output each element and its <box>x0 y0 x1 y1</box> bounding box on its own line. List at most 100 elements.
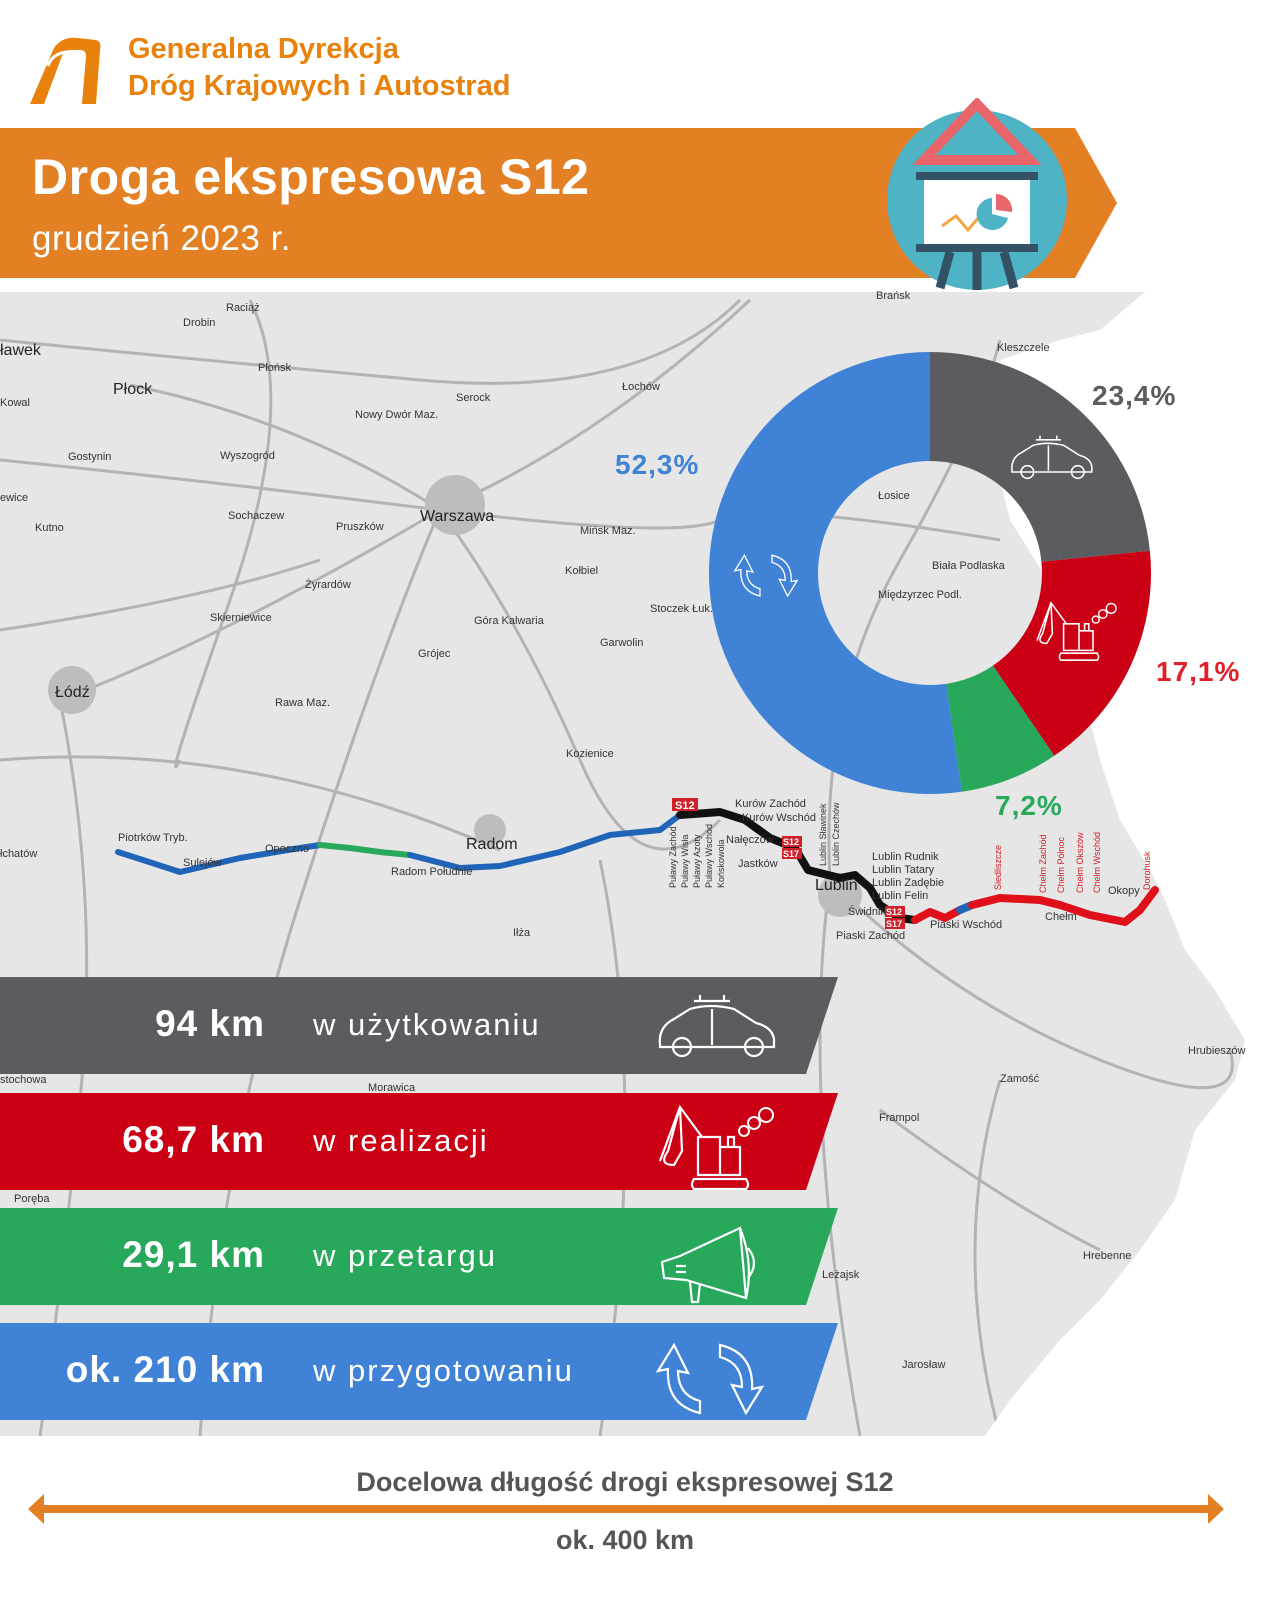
status-km: 68,7 km <box>122 1119 265 1160</box>
map-label: Kozienice <box>566 748 614 760</box>
map-label: Kurów Zachód <box>735 798 806 810</box>
org-name-line2: Dróg Krajowych i Autostrad <box>128 70 511 102</box>
map-label: Lublin Tatary <box>872 864 935 876</box>
map-label: Świdnik <box>848 906 886 918</box>
map-label: Gostynin <box>68 451 112 463</box>
page-title: Droga ekspresowa S12 <box>32 149 590 205</box>
status-km: 29,1 km <box>122 1234 265 1275</box>
map-label: Leżajsk <box>822 1269 860 1281</box>
map-label: Kołbiel <box>565 565 599 577</box>
map-label: Hrubieszów <box>1188 1045 1246 1057</box>
map-label: Piotrków Tryb. <box>118 832 188 844</box>
map-label: Kutno <box>35 522 64 534</box>
map-label: Łochów <box>622 381 660 393</box>
donut-chart <box>709 352 1151 794</box>
map-label: Pruszków <box>336 521 384 533</box>
status-band-in-use: 94 km w użytkowaniu <box>0 977 838 1074</box>
map-label: Sulejów <box>183 857 222 869</box>
route-in-use <box>676 808 919 924</box>
target-length-value: ok. 400 km <box>555 1525 695 1555</box>
donut-slice-0 <box>930 352 1150 562</box>
status-band-in-progress: 68,7 km w realizacji <box>0 1093 838 1190</box>
double-arrow-icon <box>28 1494 1224 1524</box>
map-label: Lublin Felin <box>872 890 929 902</box>
map-label: Mińsk Maz. <box>580 525 636 537</box>
map-label: Warszawa <box>420 508 495 525</box>
pct-tender: 7,2% <box>995 790 1063 821</box>
org-name-line1: Generalna Dyrekcja <box>128 33 399 65</box>
map-label: Grójec <box>418 648 451 660</box>
badge-s12: S12 <box>675 800 695 812</box>
road-badges: S12 S12 S17 S12 S17 <box>672 798 905 929</box>
status-label: w użytkowaniu <box>313 1007 541 1042</box>
status-band-tender: 29,1 km w przetargu <box>0 1208 838 1305</box>
map-label: Lublin Rudnik <box>872 851 939 863</box>
refresh-icon <box>645 1333 785 1423</box>
map-label: Płońsk <box>258 362 292 374</box>
title-banner <box>0 128 1117 278</box>
map-label: Frampol <box>879 1112 920 1124</box>
map-label: Biała Podlaska <box>932 560 1005 572</box>
map-label: Okopy <box>1108 885 1140 897</box>
map-label: Rawa Maz. <box>275 697 331 709</box>
map-label: Płock <box>113 381 153 398</box>
map-label: Międzyrzec Podl. <box>878 589 962 601</box>
refresh-icon <box>733 553 799 598</box>
map-label: Brańsk <box>876 290 911 302</box>
map-label: ławek <box>0 342 41 359</box>
status-label: w przetargu <box>313 1238 497 1273</box>
map-label: Serock <box>456 392 491 404</box>
car-icon <box>645 987 785 1077</box>
badge-s12: S12 <box>886 907 902 917</box>
map-label: Zamość <box>1000 1073 1040 1085</box>
status-label: w realizacji <box>313 1123 489 1158</box>
route-in-progress <box>911 906 964 924</box>
route-preparation-central <box>407 812 683 871</box>
target-length-caption: Docelowa długość drogi ekspresowej S12 <box>356 1467 894 1497</box>
map-label: Łódź <box>55 684 90 701</box>
excavator-icon <box>1036 601 1117 661</box>
map-label: Opoczno <box>265 843 310 855</box>
map-label: Morawica <box>368 1082 416 1094</box>
route-in-progress-east <box>968 886 1159 926</box>
map-label: Raciąż <box>226 302 260 314</box>
map-label: Góra Kalwaria <box>474 615 544 627</box>
map-label: Lublin Zadębie <box>872 877 945 889</box>
megaphone-icon <box>645 1218 785 1308</box>
pct-in-use: 23,4% <box>1092 380 1177 411</box>
map-label: Nowy Dwór Maz. <box>355 409 439 421</box>
map-label: Lublin <box>815 877 858 894</box>
map-label: Radom Południe <box>391 866 473 878</box>
map-label: stochowa <box>0 1074 47 1086</box>
map-label: Hrebenne <box>1083 1250 1132 1262</box>
map-label: Radom <box>466 836 518 853</box>
city-areas <box>48 475 862 917</box>
presentation-board-icon <box>887 98 1067 290</box>
badge-s17: S17 <box>783 849 799 859</box>
map-label: Jarosław <box>902 1359 946 1371</box>
map-label: Wyszogród <box>220 450 275 462</box>
map-label: Nałęczów <box>726 834 774 846</box>
map-label: Piaski Wschód <box>930 919 1003 931</box>
car-icon <box>1011 435 1093 480</box>
map-label: Garwolin <box>600 637 644 649</box>
s12-route <box>115 808 1159 926</box>
map-label: Iłża <box>513 927 531 939</box>
status-label: w przygotowaniu <box>313 1353 574 1388</box>
donut-slice-3 <box>709 352 962 794</box>
map-label: Kleszczele <box>997 342 1050 354</box>
map-label: Chełm <box>1045 911 1077 923</box>
pct-preparation: 52,3% <box>615 449 700 480</box>
map-label: Sochaczew <box>228 510 285 522</box>
pct-in-progress: 17,1% <box>1156 656 1241 687</box>
badge-s17: S17 <box>886 919 902 929</box>
map-label: Łosice <box>878 490 910 502</box>
gddkia-logo-icon <box>30 37 101 104</box>
map-label: łchatów <box>0 848 38 860</box>
map-label: Kowal <box>0 397 30 409</box>
map-label: Drobin <box>183 317 216 329</box>
map-label: Jastków <box>738 858 778 870</box>
map-label: Żyrardów <box>305 579 351 591</box>
map-label: ewice <box>0 492 29 504</box>
badge-s12: S12 <box>783 837 799 847</box>
